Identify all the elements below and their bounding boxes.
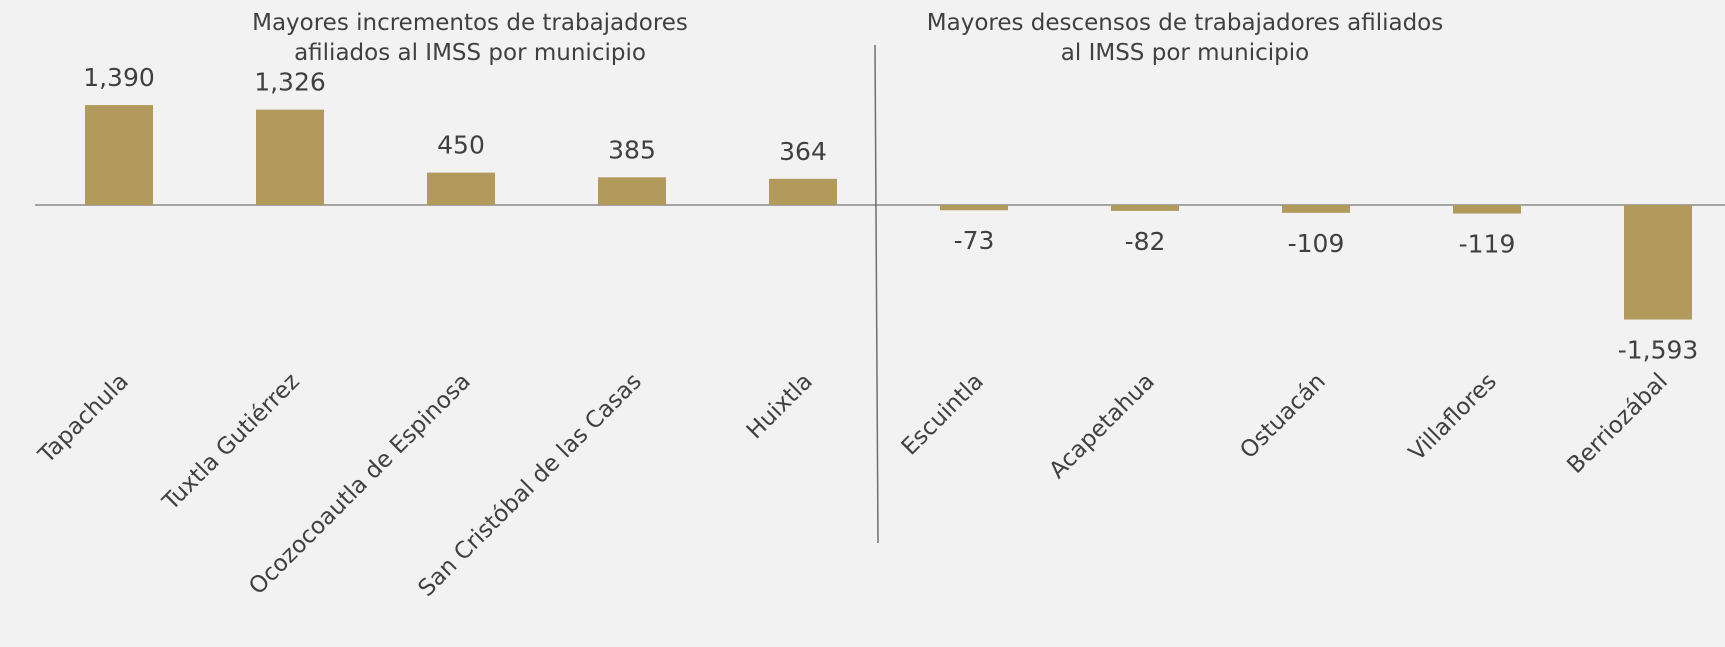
bar <box>1453 205 1521 214</box>
bar <box>427 172 495 205</box>
value-label: -119 <box>1459 230 1516 259</box>
x-tick-label: Berriozábal <box>1562 368 1672 478</box>
bar <box>1111 205 1179 211</box>
value-label: -73 <box>954 226 995 255</box>
value-label: 364 <box>779 137 827 166</box>
value-label: -109 <box>1288 229 1345 258</box>
bar <box>769 178 837 205</box>
right-title: Mayores descensos de trabajadores afilia… <box>926 10 1444 66</box>
bar <box>940 205 1008 211</box>
bar <box>85 105 153 205</box>
x-tick-label: Tuxtla Gutiérrez <box>157 368 305 516</box>
divider <box>874 44 879 544</box>
value-label: 385 <box>608 135 656 164</box>
bar <box>1282 205 1350 213</box>
bar <box>256 109 324 205</box>
value-label: -1,593 <box>1618 336 1699 365</box>
value-label: 450 <box>437 131 485 160</box>
value-label: 1,326 <box>254 68 326 97</box>
bar <box>598 177 666 205</box>
x-tick-label: Acapetahua <box>1044 368 1159 483</box>
x-tick-label: Villaflores <box>1404 368 1502 466</box>
left-title: Mayores incrementos de trabajadores afil… <box>252 10 688 66</box>
value-label: 1,390 <box>83 63 155 92</box>
x-tick-label: Escuintla <box>897 368 989 460</box>
value-label: -82 <box>1125 227 1166 256</box>
x-tick-label: Tapachula <box>33 368 134 469</box>
bar <box>1624 205 1692 320</box>
x-tick-label: Huixtla <box>742 368 818 444</box>
x-tick-label: Ostuacán <box>1235 368 1331 464</box>
